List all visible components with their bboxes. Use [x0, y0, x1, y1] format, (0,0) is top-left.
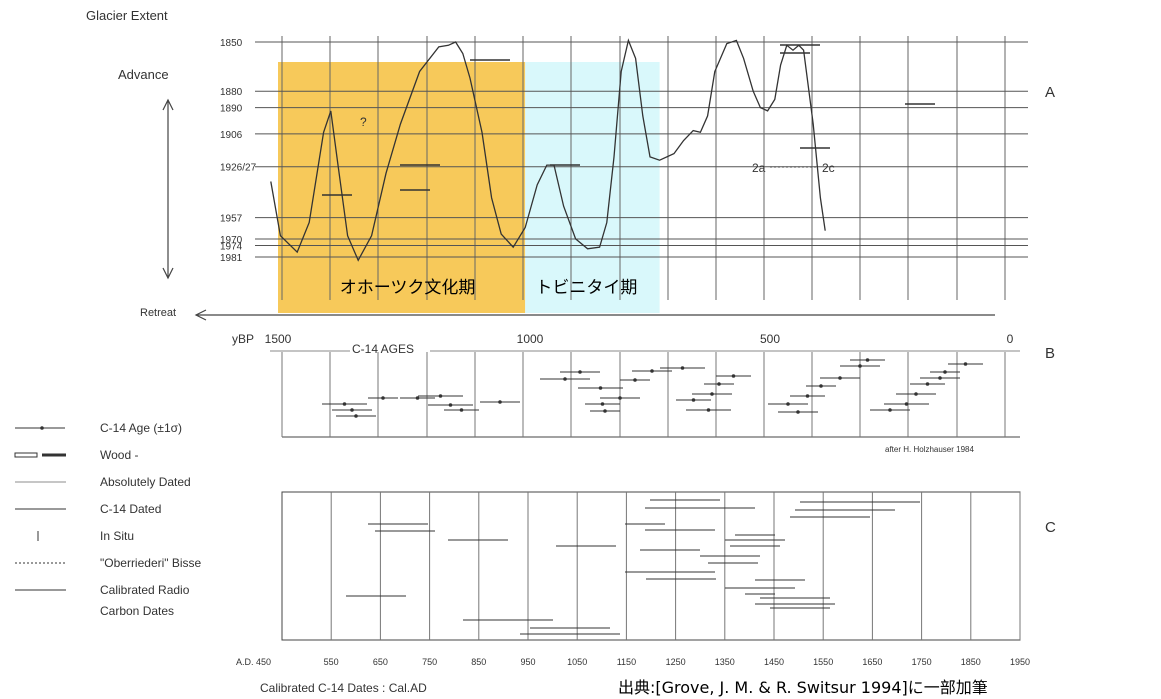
year-mark-label: 1880: [220, 87, 243, 98]
calibrated-tick-label: 1150: [617, 657, 636, 667]
year-mark-label: 1850: [220, 38, 243, 49]
calibrated-tick-label: 850: [471, 657, 486, 667]
ybp-tick-label: 1500: [265, 332, 292, 346]
year-mark-label: 1926/27: [220, 163, 257, 174]
ybp-tick-label: 1000: [517, 332, 544, 346]
calibrated-tick-label: 1050: [567, 657, 587, 667]
legend-label: C-14 Dated: [100, 502, 161, 516]
calibrated-tick-label: 1850: [961, 657, 981, 667]
year-mark-label: 1981: [220, 253, 243, 264]
retreat-label: Retreat: [140, 307, 176, 319]
calibrated-tick-labels: A.D. 450 550 650 750 850 950 1050 1150 1250 1350 1…: [236, 657, 1030, 667]
year-mark-label: 1890: [220, 104, 243, 115]
legend-label: Carbon Dates: [100, 604, 174, 618]
legend: C-14 Age (±1σ) Wood - Absolutely Dated C-14…: [14, 421, 202, 618]
legend-label: C-14 Age (±1σ): [100, 421, 182, 435]
calibrated-tick-label: 550: [324, 657, 339, 667]
okhotsk-period-band: [278, 62, 526, 313]
period-label: オホーツク文化期: [340, 278, 476, 298]
calibrated-tick-label: 650: [373, 657, 388, 667]
year-mark-label: 1906: [220, 130, 243, 141]
ybp-tick-labels: 1500 1000 500 0: [265, 332, 1014, 346]
panel-c-letter: C: [1045, 519, 1056, 536]
panel-b-letter: B: [1045, 345, 1055, 362]
calibrated-tick-label: 950: [520, 657, 535, 667]
legend-label: Absolutely Dated: [100, 475, 191, 489]
tobinitai-period-band: [525, 62, 660, 313]
year-mark-label: 1970: [220, 235, 243, 246]
curve-annotations: ? 2a 2c: [360, 115, 835, 175]
calibrated-tick-label: 1250: [666, 657, 686, 667]
calibrated-tick-label: 1350: [715, 657, 735, 667]
panel-c-axis-title: Calibrated C-14 Dates : Cal.AD: [260, 681, 427, 695]
calibrated-tick-label: A.D. 450: [236, 657, 271, 667]
advance-retreat-arrow: [162, 98, 174, 280]
legend-icon: [14, 452, 66, 458]
year-mark-label: 1974: [220, 242, 243, 253]
c14-ages-label: C-14 AGES: [352, 342, 414, 356]
legend-label: Calibrated Radio: [100, 583, 190, 597]
retreat-arrow: [194, 309, 995, 321]
calibrated-tick-label: 1750: [912, 657, 932, 667]
legend-icon: [15, 426, 65, 430]
svg-text:?: ?: [360, 115, 367, 129]
panel-c-data: [281, 491, 1021, 641]
calibrated-tick-label: 1650: [862, 657, 882, 667]
svg-text:2c: 2c: [822, 161, 835, 175]
ybp-tick-label: 0: [1007, 332, 1014, 346]
svg-text:2a: 2a: [752, 161, 766, 175]
panel-b-data: [270, 350, 1020, 438]
glacier-extent-curve: [270, 38, 826, 262]
legend-label: Wood -: [100, 448, 138, 462]
calibrated-tick-label: 1550: [813, 657, 833, 667]
period-label: トビニタイ期: [535, 278, 637, 298]
source-note: 出典:[Grove, J. M. & R. Switsur 1994]に一部加筆: [618, 678, 988, 697]
panel-a-letter: A: [1045, 84, 1055, 101]
advance-label: Advance: [118, 67, 169, 82]
panel-a-title: Glacier Extent: [86, 8, 168, 23]
year-mark-label: 1957: [220, 214, 243, 225]
calibrated-tick-label: 1950: [1010, 657, 1030, 667]
legend-label: "Oberriederi" Bisse: [100, 556, 202, 570]
period-labels: オホーツク文化期 トビニタイ期: [340, 278, 638, 298]
ybp-tick-label: 500: [760, 332, 780, 346]
ybp-axis-name: yBP: [232, 332, 254, 346]
calibrated-tick-label: 1450: [764, 657, 784, 667]
legend-label: In Situ: [100, 529, 134, 543]
calibrated-tick-label: 750: [422, 657, 437, 667]
panel-b-credit: after H. Holzhauser 1984: [885, 445, 974, 454]
